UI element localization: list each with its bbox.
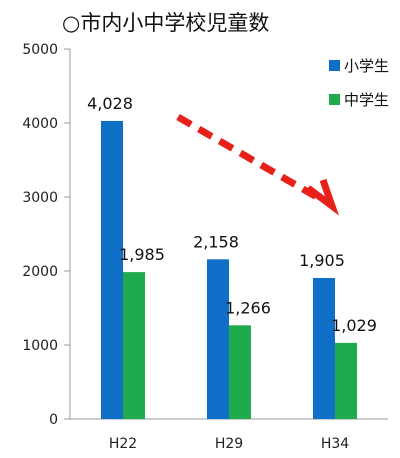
x-axis-categories: H22 H29 H34 (109, 436, 349, 452)
y-tick-label: 2000 (22, 264, 58, 280)
y-tick-label: 3000 (22, 190, 58, 206)
data-label: 1,029 (331, 316, 377, 335)
data-labels: 4,028 1,985 2,158 1,266 1,905 1,029 (87, 94, 377, 335)
data-label: 4,028 (87, 94, 133, 113)
data-label: 2,158 (193, 232, 239, 251)
bar-elementary (313, 278, 335, 419)
y-tick-label: 1000 (22, 338, 58, 354)
chart-title: ○市内小中学校児童数 (62, 11, 269, 35)
bars (101, 120, 357, 419)
bar-junior-high (229, 325, 251, 419)
arrow-head (305, 178, 340, 216)
legend-label: 小学生 (344, 57, 389, 75)
legend-swatch (329, 94, 340, 105)
y-tick-label: 5000 (22, 42, 58, 58)
data-label: 1,266 (225, 298, 271, 317)
data-label: 1,905 (299, 251, 345, 270)
y-tick-label: 4000 (22, 116, 58, 132)
legend-swatch (329, 60, 340, 71)
y-axis-ticks: 0 1000 2000 3000 4000 5000 (22, 42, 70, 428)
trend-arrow (176, 113, 340, 216)
x-tick-label: H22 (109, 436, 137, 452)
bar-junior-high (123, 272, 145, 419)
y-tick-label: 0 (49, 412, 58, 428)
x-tick-label: H29 (215, 436, 243, 452)
x-tick-label: H34 (321, 436, 349, 452)
bar-elementary (101, 120, 123, 419)
bar-junior-high (335, 342, 357, 419)
arrow-shaft (176, 113, 324, 204)
legend-label: 中学生 (344, 91, 389, 109)
data-label: 1,985 (119, 245, 165, 264)
bar-elementary (207, 259, 229, 419)
